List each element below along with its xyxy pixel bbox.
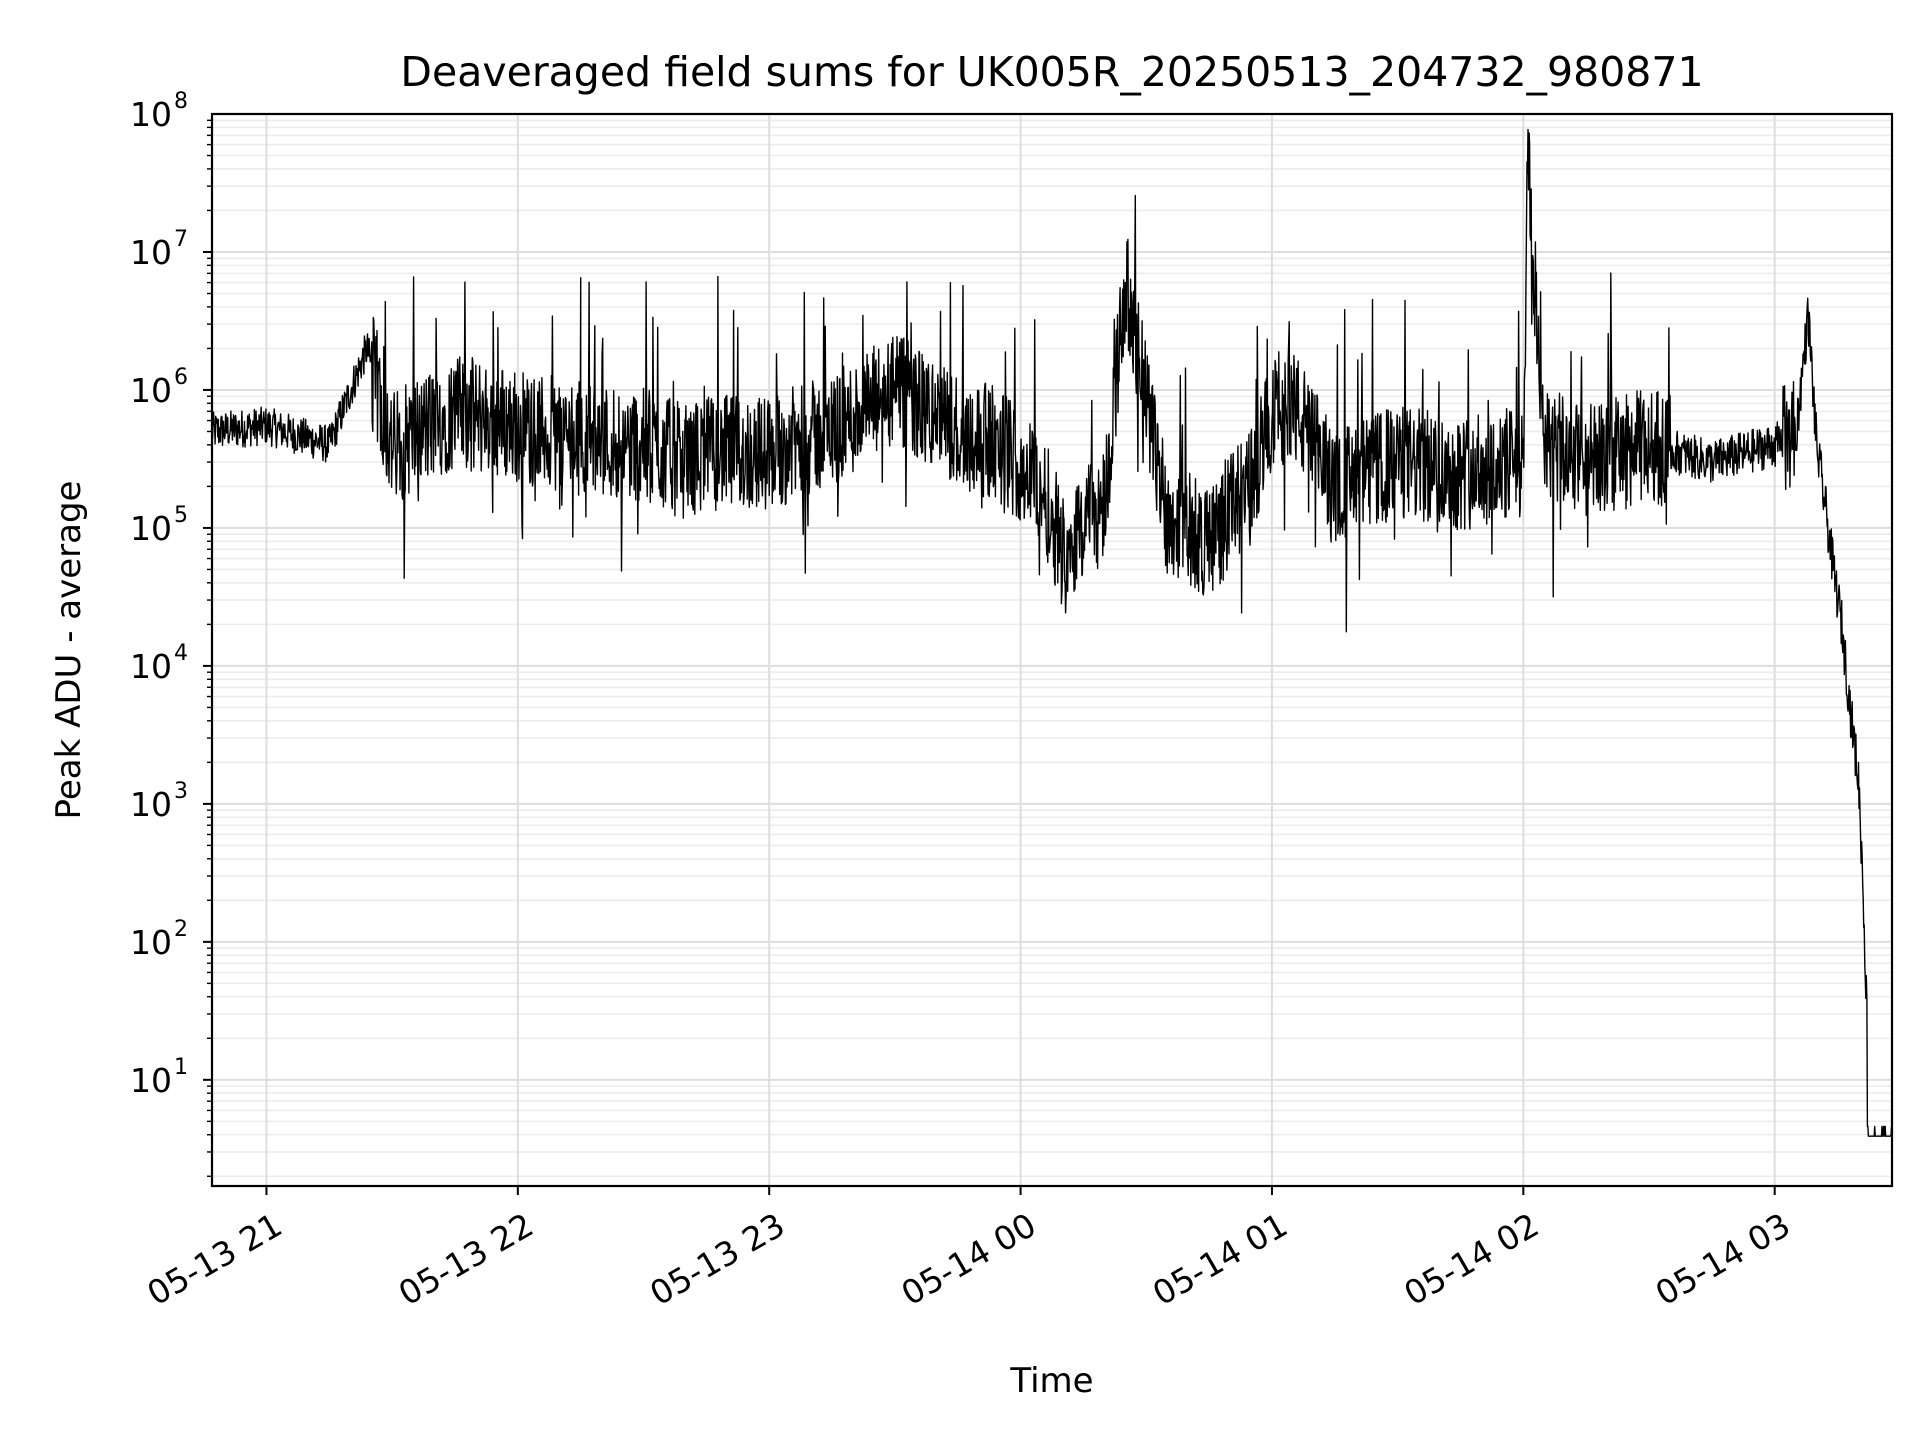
- y-tick-label: 10: [130, 509, 172, 548]
- y-tick-label: 10: [130, 371, 172, 410]
- plot-frame: [210, 112, 1894, 1188]
- y-tick-label: 10: [130, 647, 172, 686]
- y-tick-exponent: 7: [174, 227, 188, 252]
- y-axis-title: Peak ADU - average: [49, 481, 89, 820]
- y-tick-label: 10: [130, 233, 172, 272]
- chart-title: Deaveraged field sums for UK005R_2025051…: [400, 48, 1703, 96]
- y-tick-label: 10: [130, 923, 172, 962]
- series-line: [211, 128, 1893, 1137]
- grid: [212, 114, 1892, 1186]
- y-tick-exponent: 1: [174, 1055, 188, 1080]
- y-tick-exponent: 4: [174, 641, 188, 666]
- y-tick-label: 10: [130, 1061, 172, 1100]
- y-tick-exponent: 2: [174, 917, 188, 942]
- y-tick-exponent: 8: [174, 89, 188, 114]
- y-tick-exponent: 3: [174, 779, 188, 804]
- y-tick-exponent: 6: [174, 365, 188, 390]
- y-tick-exponent: 5: [174, 503, 188, 528]
- y-tick-label: 10: [130, 785, 172, 824]
- series-layer: [211, 128, 1893, 1137]
- y-tick-label: 10: [130, 95, 172, 134]
- x-axis-title: Time: [1009, 1361, 1093, 1401]
